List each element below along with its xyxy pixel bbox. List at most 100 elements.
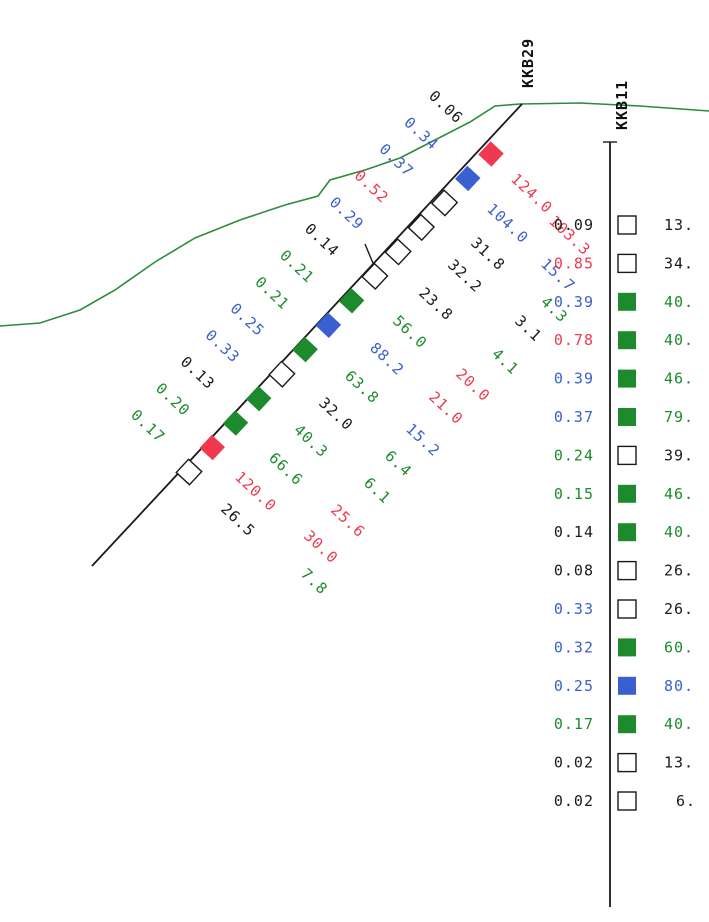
kkb29-right-value: 25.6 xyxy=(327,501,369,542)
kkb29-right-value: 26.5 xyxy=(217,500,259,541)
kkb29-right-value: 63.8 xyxy=(341,367,383,408)
kkb29-left-value: 0.52 xyxy=(351,167,393,208)
kkb29-left-value: 0.13 xyxy=(177,353,219,394)
kkb11-right-value: 40. xyxy=(664,293,694,311)
kkb11-right-value: 13. xyxy=(664,216,694,234)
kkb11-right-value: 26. xyxy=(664,600,694,618)
kkb29-right-value: 124.0 xyxy=(507,170,556,217)
kkb29-left-value: 0.21 xyxy=(251,273,293,314)
kkb29-sample-square xyxy=(222,410,249,436)
kkb11-right-value: 40. xyxy=(664,523,694,541)
kkb29-right-value: 7.8 xyxy=(297,565,331,599)
kkb29-sample-square xyxy=(292,336,318,363)
kkb11-right-value: 80. xyxy=(664,677,694,695)
kkb29-right-value: 32.0 xyxy=(315,394,357,435)
kkb29-left-values: 0.060.340.370.520.290.140.210.210.250.33… xyxy=(127,87,467,447)
kkb29-sample-square xyxy=(175,458,203,486)
kkb11-right-value: 26. xyxy=(664,562,694,580)
kkb11-left-value: 0.09 xyxy=(554,216,594,234)
kkb11-sample-square xyxy=(617,215,637,235)
kkb11-left-value: 0.39 xyxy=(554,293,594,311)
kkb11-sample-square xyxy=(618,523,636,542)
kkb29-left-value: 0.14 xyxy=(301,220,343,261)
kkb29-left-value: 0.25 xyxy=(227,299,269,340)
kkb11-left-value: 0.25 xyxy=(554,677,594,695)
kkb11-sample-square xyxy=(617,791,637,811)
kkb11-right-value: 34. xyxy=(664,254,694,272)
kkb29-left-value: 0.37 xyxy=(376,140,418,181)
kkb11-right-value: 40. xyxy=(664,715,694,733)
kkb11-left-value: 0.14 xyxy=(554,523,594,541)
kkb11-sample-square xyxy=(618,715,636,734)
kkb29-sample-square xyxy=(338,288,365,314)
kkb29-right-value: 88.2 xyxy=(366,339,408,380)
kkb29-right-value: 21.0 xyxy=(425,388,467,429)
kkb11-left-value: 0.78 xyxy=(554,331,594,349)
kkb29-right-value: 40.3 xyxy=(290,421,332,462)
kkb29-left-value: 0.06 xyxy=(425,87,467,128)
kkb29-left-value: 0.20 xyxy=(152,379,194,420)
kkb29-sample-square xyxy=(199,434,225,461)
kkb11-sample-square xyxy=(617,560,637,581)
kkb11-right-value: 6. xyxy=(676,792,696,810)
kkb29-sample-square xyxy=(268,360,296,388)
kkb29-left-value: 0.17 xyxy=(127,406,169,447)
kkb11-left-value: 0.15 xyxy=(554,485,594,503)
kkb11-sample-square xyxy=(618,331,636,350)
kkb11-right-value: 13. xyxy=(664,754,694,772)
kkb11-sample-square xyxy=(618,484,636,503)
kkb11-sample-square xyxy=(618,292,636,311)
kkb29-right-value: 104.0 xyxy=(483,200,532,247)
kkb11-left-value: 0.33 xyxy=(554,600,594,618)
kkb11-left-value: 0.02 xyxy=(554,792,594,810)
kkb11-right-value: 46. xyxy=(664,370,694,388)
kkb11-left-value: 0.08 xyxy=(554,562,594,580)
kkb29-right-value: 30.0 xyxy=(300,527,342,568)
kkb11-right-value: 46. xyxy=(664,485,694,503)
kkb29-label: KKB29 xyxy=(519,38,537,88)
kkb29-sample-square xyxy=(478,141,504,167)
kkb11-left-value: 0.02 xyxy=(554,754,594,772)
kkb29-sample-square xyxy=(455,165,481,192)
kkb11-left-value: 0.37 xyxy=(554,408,594,426)
kkb11-sample-square xyxy=(617,253,637,274)
kkb11-right-value: 40. xyxy=(664,331,694,349)
kkb11-left-value: 0.39 xyxy=(554,370,594,388)
kkb29-sample-square xyxy=(430,189,459,217)
kkb29-hole-trace xyxy=(91,103,523,567)
kkb11-sample-square xyxy=(618,408,636,426)
kkb29-sample-square xyxy=(245,385,272,412)
kkb11-sample-square xyxy=(617,445,637,466)
kkb29-sample-square xyxy=(361,262,389,291)
kkb11-right-value: 39. xyxy=(664,446,694,464)
topography-line xyxy=(0,102,709,327)
kkb29-right-value: 66.6 xyxy=(265,449,307,490)
kkb29-sample-square xyxy=(384,238,412,266)
kkb11-left-value: 0.24 xyxy=(554,446,594,464)
kkb11-left-value: 0.85 xyxy=(554,254,594,272)
kkb11-right-value: 60. xyxy=(664,638,694,656)
kkb11-sample-square xyxy=(618,676,636,695)
kkb29-right-value: 15.2 xyxy=(402,420,444,461)
kkb29-right-value: 6.1 xyxy=(360,474,394,508)
kkb11-sample-column: 0.09 13. 0.85 34. 0.39 40. 0.78 40. 0.39 46. 0.37 7… xyxy=(554,215,696,811)
kkb29-left-value: 0.21 xyxy=(276,246,318,287)
kkb29-right-value: 6.4 xyxy=(381,447,415,481)
kkb11-right-value: 79. xyxy=(664,408,694,426)
kkb29-sample-square xyxy=(407,213,436,242)
kkb29-left-value: 0.33 xyxy=(202,326,244,367)
kkb11-sample-square xyxy=(617,752,637,773)
kkb29-right-value: 23.8 xyxy=(415,284,457,325)
kkb29-left-value: 0.29 xyxy=(326,193,368,234)
kkb29-right-value: 31.8 xyxy=(467,234,509,275)
kkb29-right-value: 32.2 xyxy=(444,256,486,297)
kkb29-right-value: 4.1 xyxy=(488,345,522,379)
kkb11-sample-square xyxy=(618,638,636,657)
kkb29-right-value: 20.0 xyxy=(452,365,494,406)
kkb29-sample-markers xyxy=(175,141,504,486)
kkb29-sample-square xyxy=(315,312,342,338)
kkb11-label: KKB11 xyxy=(613,80,631,130)
kkb11-left-value: 0.17 xyxy=(554,715,594,733)
kkb11-sample-square xyxy=(617,599,637,619)
